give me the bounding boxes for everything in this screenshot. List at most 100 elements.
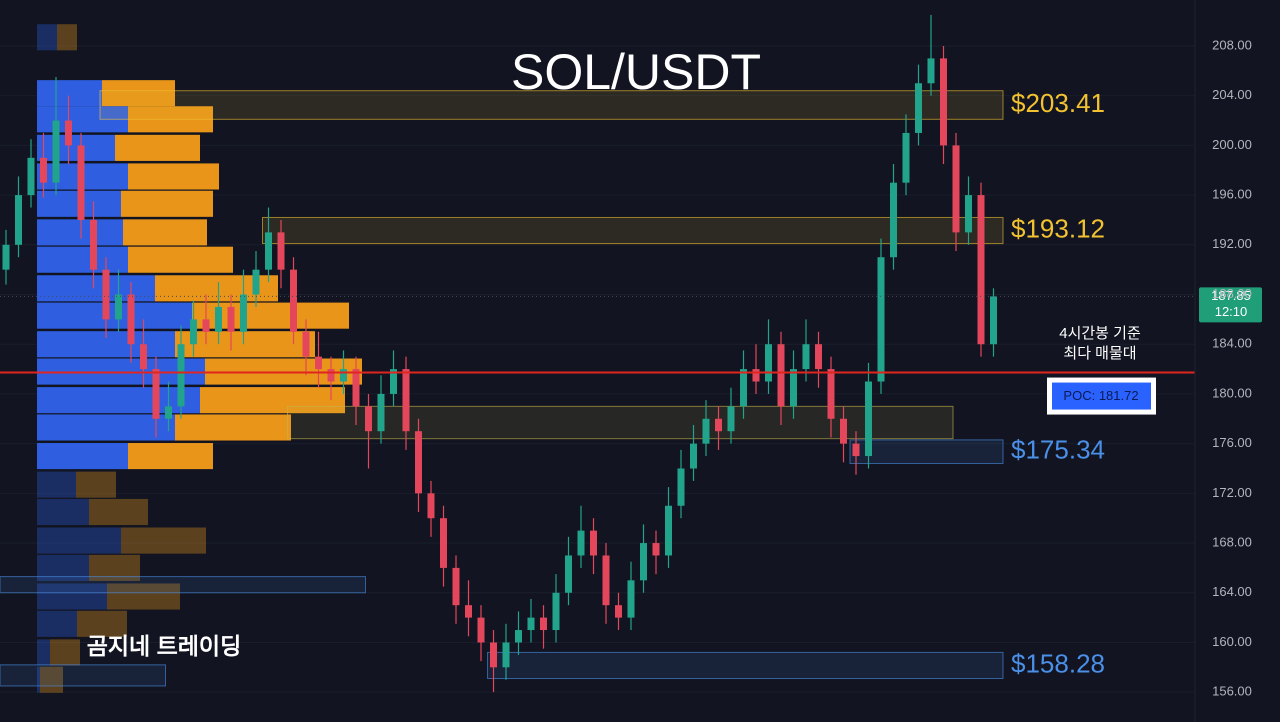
candle-body <box>727 406 735 432</box>
candle-body <box>640 543 647 581</box>
candle-body <box>965 195 972 233</box>
candle-body <box>927 58 935 84</box>
candle-body <box>502 642 510 668</box>
profile-sell <box>175 414 291 441</box>
candle-body <box>27 157 35 196</box>
candle-body <box>377 393 385 432</box>
candle-body <box>2 244 10 270</box>
candle-body <box>602 555 610 606</box>
y-tick-label: 180.00 <box>1212 385 1252 400</box>
candle-body <box>240 294 247 332</box>
candle-body <box>302 331 310 357</box>
candle-body <box>577 530 585 556</box>
candle-body <box>877 257 885 382</box>
candle-body <box>202 319 210 332</box>
candle-body <box>940 58 947 146</box>
profile-sell <box>107 583 180 610</box>
candle-body <box>15 195 22 245</box>
candle-body <box>452 567 460 606</box>
zone <box>849 439 1004 465</box>
profile-buy <box>37 80 102 107</box>
zone-label: $158.28 <box>1011 648 1105 678</box>
candle-body <box>390 369 397 394</box>
watermark: 곰지네 트레이딩 <box>87 633 242 659</box>
profile-sell <box>57 24 77 51</box>
candle-body <box>515 630 522 643</box>
candle-body <box>140 344 147 370</box>
candle-body <box>465 605 472 618</box>
profile-buy <box>37 302 192 329</box>
candle-body <box>227 306 235 332</box>
last-price-box <box>1199 287 1262 323</box>
profile-sell <box>175 331 315 358</box>
zone <box>0 664 166 687</box>
y-tick-label: 164.00 <box>1212 584 1252 599</box>
candle-body <box>77 145 85 220</box>
y-tick-label: 196.00 <box>1212 187 1252 202</box>
y-tick-label: 184.00 <box>1212 336 1252 351</box>
profile-buy <box>37 666 40 693</box>
candle-body <box>290 269 297 332</box>
profile-buy <box>37 275 155 302</box>
candle-body <box>427 493 435 519</box>
zone <box>487 651 1004 680</box>
profile-sell <box>200 387 345 414</box>
zone-label: $175.34 <box>1011 435 1105 465</box>
profile-sell <box>50 639 80 666</box>
profile-sell <box>121 190 213 217</box>
candle-body <box>702 418 710 444</box>
candle-body <box>615 605 622 618</box>
candle-body <box>102 269 110 320</box>
candle-body <box>527 617 535 631</box>
candle-body <box>440 518 447 568</box>
candle-body <box>777 344 785 407</box>
annotation-line: 최다 매물대 <box>1063 345 1136 362</box>
candle-body <box>752 369 760 382</box>
candle-body <box>590 530 597 556</box>
annotation-line: 4시간봉 기준 <box>1059 325 1141 342</box>
candle-body <box>65 120 72 146</box>
candle-body <box>490 642 497 668</box>
candle-body <box>215 306 222 332</box>
y-tick-label: 168.00 <box>1212 534 1252 549</box>
profile-buy <box>37 471 76 498</box>
candle-body <box>790 369 797 407</box>
profile-sell <box>77 610 127 637</box>
candle-body <box>402 369 410 432</box>
candle-body <box>277 232 285 270</box>
candle-body <box>252 269 260 295</box>
profile-sell <box>115 134 200 161</box>
candle-body <box>565 555 572 593</box>
y-tick-label: 192.00 <box>1212 236 1252 251</box>
profile-buy <box>37 610 77 637</box>
candle-body <box>652 543 660 556</box>
profile-buy <box>37 583 107 610</box>
last-price-time: 12:10 <box>1215 304 1248 319</box>
y-tick-label: 208.00 <box>1212 37 1252 52</box>
profile-buy <box>37 134 115 161</box>
zone <box>287 405 954 440</box>
y-tick-label: 204.00 <box>1212 87 1252 102</box>
candle-body <box>740 369 747 407</box>
candle-body <box>840 418 847 444</box>
profile-buy <box>37 527 121 554</box>
candle-body <box>952 145 960 233</box>
y-tick-label: 160.00 <box>1212 634 1252 649</box>
profile-sell <box>123 219 207 246</box>
last-price-label: 187.85 <box>1211 288 1251 303</box>
profile-buy <box>37 639 50 666</box>
candle-body <box>677 468 685 506</box>
y-tick-label: 200.00 <box>1212 137 1252 152</box>
candle-body <box>265 232 272 270</box>
poc-box <box>1052 382 1151 410</box>
candle-body <box>765 344 772 382</box>
candle-body <box>690 443 697 469</box>
candle-body <box>352 369 360 407</box>
y-tick-label: 212.00 <box>1212 0 1252 3</box>
profile-buy <box>37 443 128 470</box>
candle-body <box>715 418 722 432</box>
candle-body <box>340 369 347 382</box>
